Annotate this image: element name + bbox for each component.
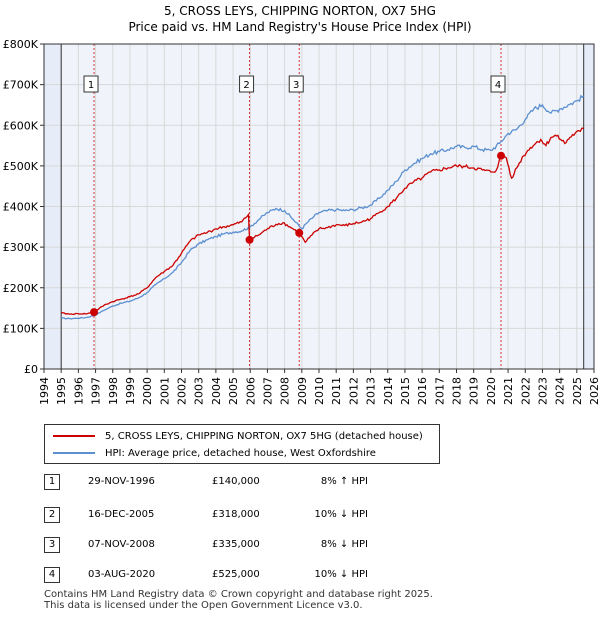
x-tick-label: 2014 xyxy=(382,377,395,405)
x-tick-label: 2001 xyxy=(158,377,171,405)
y-tick-label: £500K xyxy=(3,160,39,173)
sale-point xyxy=(295,228,304,237)
sale-marker-label: 1 xyxy=(88,80,94,91)
transaction-hpi-diff: 8% ↑ HPI xyxy=(320,476,368,487)
x-tick-label: 2026 xyxy=(588,377,600,405)
transaction-hpi-diff: 8% ↓ HPI xyxy=(320,539,368,550)
transaction-number: 3 xyxy=(44,537,60,553)
y-tick-label: £200K xyxy=(3,282,39,295)
x-tick-label: 2015 xyxy=(399,377,412,405)
x-tick-label: 2007 xyxy=(261,377,274,405)
x-tick-label: 1998 xyxy=(107,377,120,405)
sale-marker-box xyxy=(239,75,255,93)
x-tick-label: 2003 xyxy=(193,377,206,405)
sale-marker-label: 2 xyxy=(243,80,249,91)
x-tick-label: 2011 xyxy=(330,377,343,405)
y-tick-label: £300K xyxy=(3,241,39,254)
transaction-date: 07-NOV-2008 xyxy=(88,539,155,550)
x-tick-label: 2006 xyxy=(244,377,257,405)
x-tick-label: 2002 xyxy=(176,377,189,405)
price-chart: 1994 1995 1996 1997 1998 1999 2000 2001 2002 2003… xyxy=(3,38,600,405)
transaction-price: £335,000 xyxy=(212,539,260,550)
table-row: 2 16-DEC-2005 £318,000 10% ↓ HPI xyxy=(44,507,404,525)
x-tick-label: 2024 xyxy=(554,377,567,405)
legend-label-hpi: HPI: Average price, detached house, West… xyxy=(105,447,376,459)
sale-marker-label: 4 xyxy=(495,80,501,91)
x-tick-label: 2009 xyxy=(296,377,309,405)
chart-title-address: 5, CROSS LEYS, CHIPPING NORTON, OX7 5HG xyxy=(164,4,436,18)
legend-swatch-hpi xyxy=(53,452,95,454)
x-tick-label: 2019 xyxy=(468,377,481,405)
table-row: 1 29-NOV-1996 £140,000 8% ↑ HPI xyxy=(44,474,404,492)
x-tick-label: 1996 xyxy=(72,377,85,405)
x-tick-label: 2023 xyxy=(536,377,549,405)
x-tick-label: 2004 xyxy=(210,377,223,405)
footer-licence: This data is licensed under the Open Gov… xyxy=(44,600,363,611)
x-tick-label: 2021 xyxy=(502,377,515,405)
transaction-hpi-diff: 10% ↓ HPI xyxy=(314,569,368,580)
x-tick-label: 2022 xyxy=(519,377,532,405)
x-tick-label: 2010 xyxy=(313,377,326,405)
sale-point xyxy=(90,308,99,317)
sale-marker-box xyxy=(83,75,99,93)
y-tick-label: £700K xyxy=(3,79,39,92)
legend-label-price: 5, CROSS LEYS, CHIPPING NORTON, OX7 5HG … xyxy=(105,430,423,442)
y-tick-label: £800K xyxy=(3,38,39,51)
x-tick-label: 1999 xyxy=(124,377,137,405)
x-tick-label: 2008 xyxy=(279,377,292,405)
x-tick-label: 1994 xyxy=(38,377,51,405)
y-tick-label: £0 xyxy=(24,363,38,376)
legend-item-price: 5, CROSS LEYS, CHIPPING NORTON, OX7 5HG … xyxy=(53,429,423,443)
x-tick-label: 2016 xyxy=(416,377,429,405)
x-tick-label: 1995 xyxy=(55,377,68,405)
transaction-price: £318,000 xyxy=(212,509,260,520)
sale-point xyxy=(245,235,254,244)
transaction-number: 4 xyxy=(44,567,60,583)
y-tick-label: £600K xyxy=(3,119,39,132)
y-tick-label: £400K xyxy=(3,201,39,214)
transaction-number: 2 xyxy=(44,507,60,523)
transaction-date: 03-AUG-2020 xyxy=(88,569,156,580)
legend-swatch-price xyxy=(53,435,95,437)
footer-copyright: Contains HM Land Registry data © Crown c… xyxy=(44,589,433,600)
x-tick-label: 2018 xyxy=(451,377,464,405)
y-tick-label: £100K xyxy=(3,322,39,335)
x-tick-label: 2000 xyxy=(141,377,154,405)
x-tick-label: 2013 xyxy=(365,377,378,405)
plot-frame xyxy=(43,43,595,370)
transaction-price: £140,000 xyxy=(212,476,260,487)
hpi-series-line xyxy=(61,94,585,320)
table-row: 4 03-AUG-2020 £525,000 10% ↓ HPI xyxy=(44,567,404,585)
x-tick-label: 2012 xyxy=(347,377,360,405)
transaction-number: 1 xyxy=(44,474,60,490)
chart-subtitle: Price paid vs. HM Land Registry's House … xyxy=(128,20,472,34)
x-tick-label: 2020 xyxy=(485,377,498,405)
footer-attribution: Contains HM Land Registry data © Crown c… xyxy=(44,589,433,611)
x-tick-label: 2025 xyxy=(571,377,584,405)
table-row: 3 07-NOV-2008 £335,000 8% ↓ HPI xyxy=(44,537,404,555)
sale-marker-box xyxy=(490,75,506,93)
chart-legend: 5, CROSS LEYS, CHIPPING NORTON, OX7 5HG … xyxy=(44,424,440,464)
sale-marker-label: 3 xyxy=(293,80,299,91)
transaction-date: 29-NOV-1996 xyxy=(88,476,155,487)
transaction-hpi-diff: 10% ↓ HPI xyxy=(314,509,368,520)
transaction-date: 16-DEC-2005 xyxy=(88,509,155,520)
transaction-price: £525,000 xyxy=(212,569,260,580)
sale-marker-box xyxy=(288,75,304,93)
legend-item-hpi: HPI: Average price, detached house, West… xyxy=(53,446,376,460)
sale-point xyxy=(497,151,506,160)
x-tick-label: 1997 xyxy=(90,377,103,405)
x-tick-label: 2005 xyxy=(227,377,240,405)
x-tick-label: 2017 xyxy=(433,377,446,405)
